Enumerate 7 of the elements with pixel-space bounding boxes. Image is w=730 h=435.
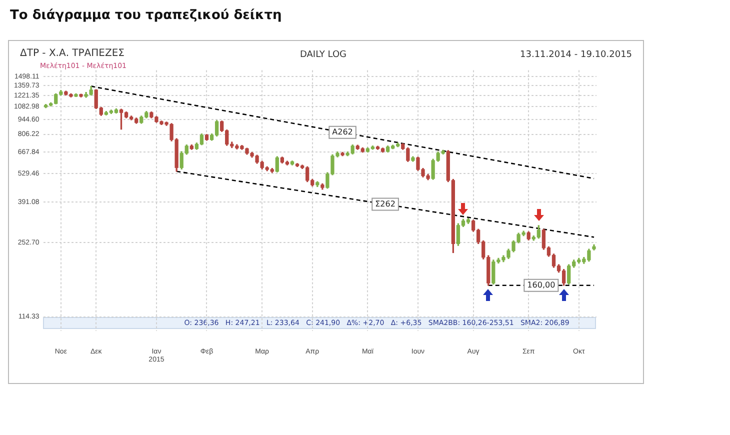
series-label: A262: [332, 127, 353, 136]
text: DAILY LOG: [300, 50, 347, 60]
text: 13.11.2014 - 19.10.2015: [520, 50, 632, 60]
series-label: 160,00: [527, 280, 556, 290]
chart-title: Το διάγραμμα του τραπεζικού δείκτη: [10, 8, 282, 23]
chart-subtitle: ΔΤΡ - Χ.Α. ΤΡΑΠΕΖΕΣ: [20, 48, 124, 59]
series-label: Σ262: [375, 199, 396, 208]
